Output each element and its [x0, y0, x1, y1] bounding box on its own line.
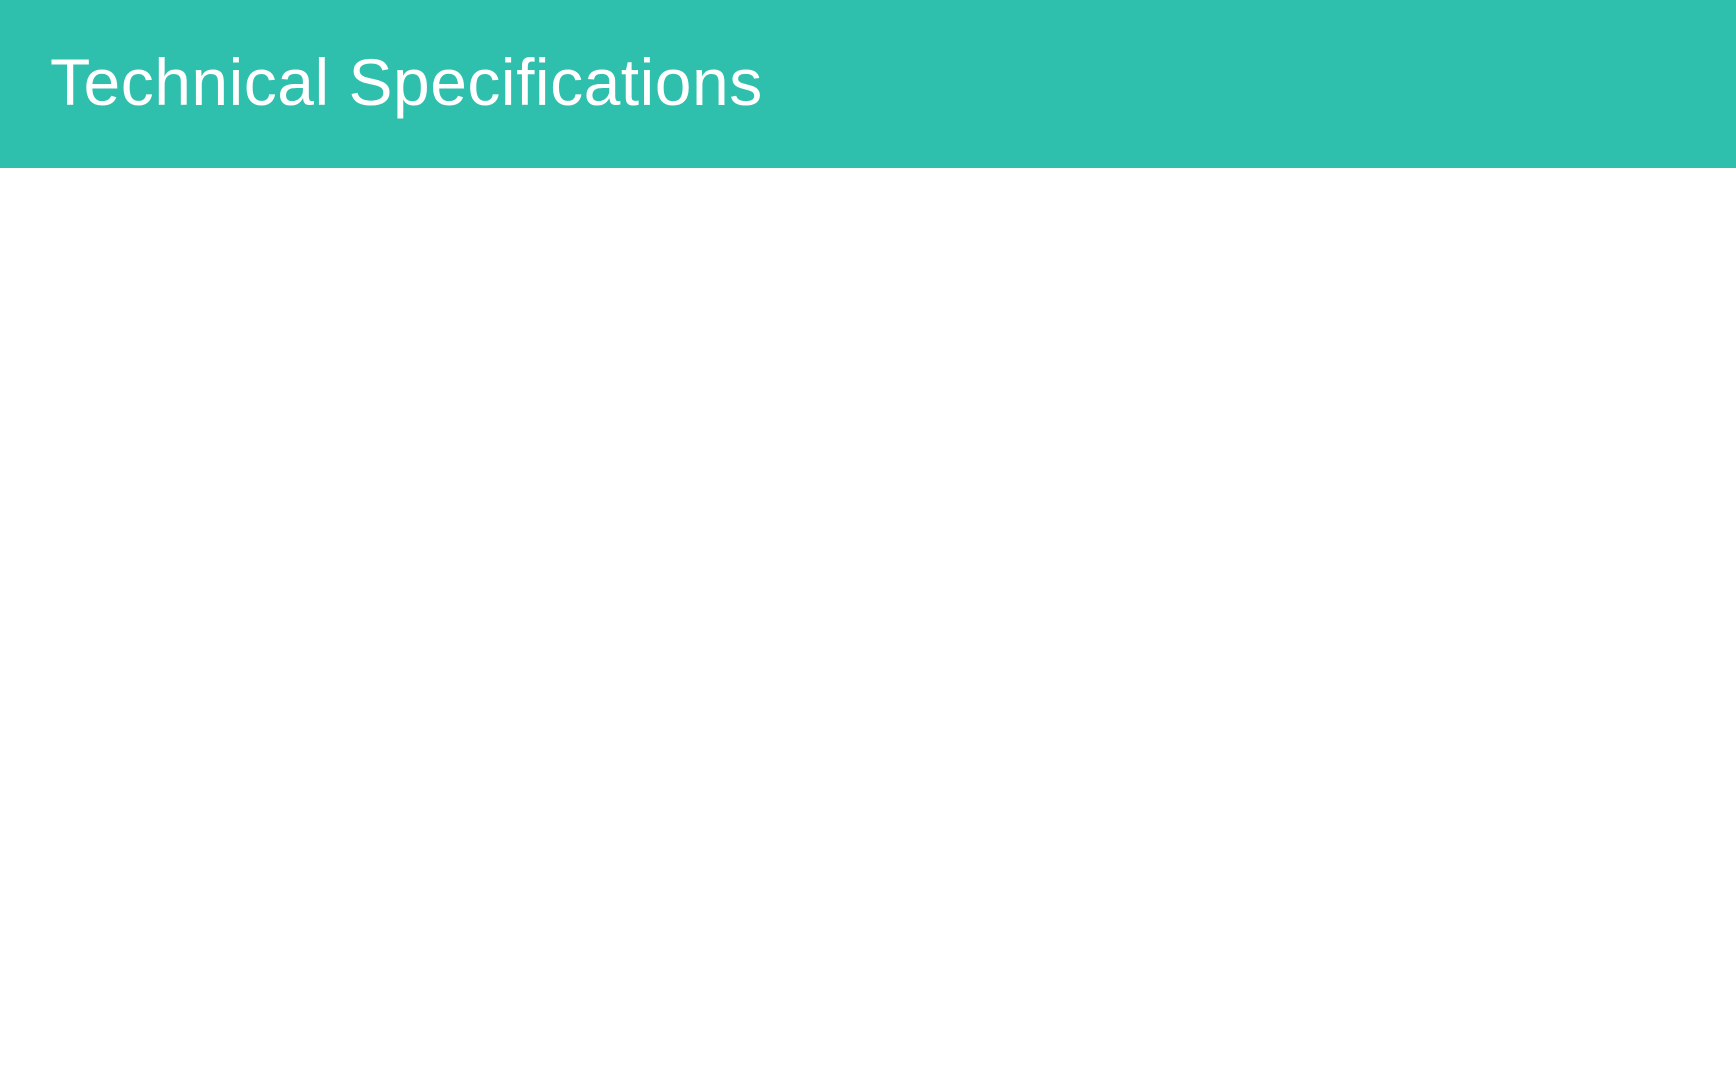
content-area — [0, 168, 1736, 1084]
page-header: Technical Specifications — [0, 0, 1736, 168]
page-title: Technical Specifications — [50, 45, 763, 119]
